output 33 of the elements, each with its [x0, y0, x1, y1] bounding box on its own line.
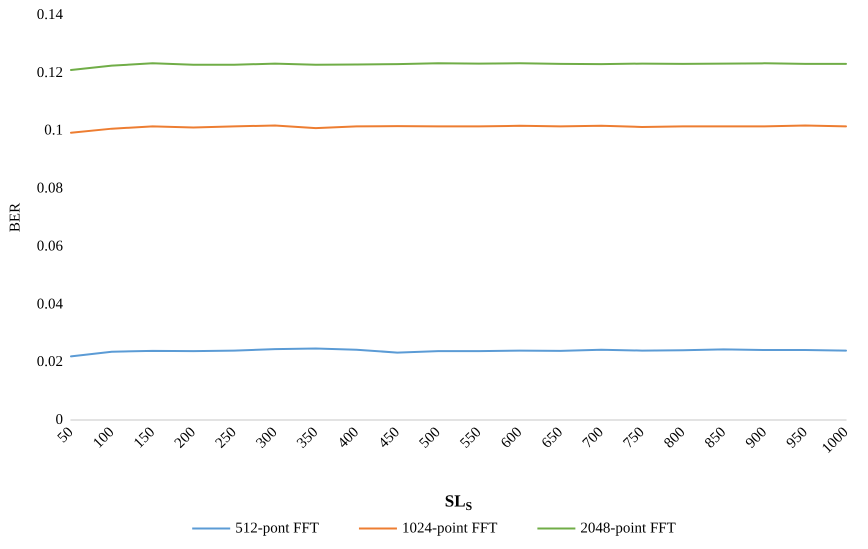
y-tick-label: 0.1	[44, 122, 63, 139]
x-tick-label: 800	[661, 424, 688, 452]
legend-label: 1024-point FFT	[402, 520, 498, 536]
x-tick-label: 700	[580, 424, 607, 452]
x-tick-label: 250	[212, 424, 240, 452]
x-tick-label: 350	[294, 424, 322, 452]
x-tick-label: 500	[416, 424, 444, 452]
x-tick-label: 200	[172, 424, 200, 452]
x-tick-label: 650	[538, 424, 566, 452]
x-tick-label: 550	[457, 424, 485, 452]
y-tick-label: 0.06	[36, 238, 64, 254]
x-tick-label: 750	[620, 424, 648, 452]
x-tick-label: 400	[334, 424, 362, 452]
x-tick-label: 950	[784, 424, 811, 452]
x-tick-label: 450	[376, 424, 403, 452]
line-series	[70, 348, 847, 358]
y-tick-label: 0.02	[36, 354, 63, 370]
y-tick-label: 0.14	[36, 7, 64, 23]
line-series	[70, 124, 847, 134]
x-tick-label: 150	[131, 424, 158, 452]
line-series	[70, 62, 847, 71]
y-tick-label: 0.08	[36, 180, 63, 197]
x-tick-label: 300	[253, 424, 281, 452]
y-tick-label: 0.12	[36, 64, 63, 81]
x-tick-label: 1000	[819, 424, 852, 457]
x-tick-label: 600	[498, 424, 526, 452]
x-tick-label: 100	[90, 424, 118, 452]
y-axis-title: BER	[8, 202, 24, 232]
x-tick-label: 850	[702, 424, 730, 452]
x-tick-label: 900	[742, 424, 770, 452]
y-tick-label: 0.04	[36, 296, 64, 312]
legend-label: 512-pont FFT	[235, 520, 319, 536]
legend-label: 2048-point FFT	[580, 520, 676, 536]
